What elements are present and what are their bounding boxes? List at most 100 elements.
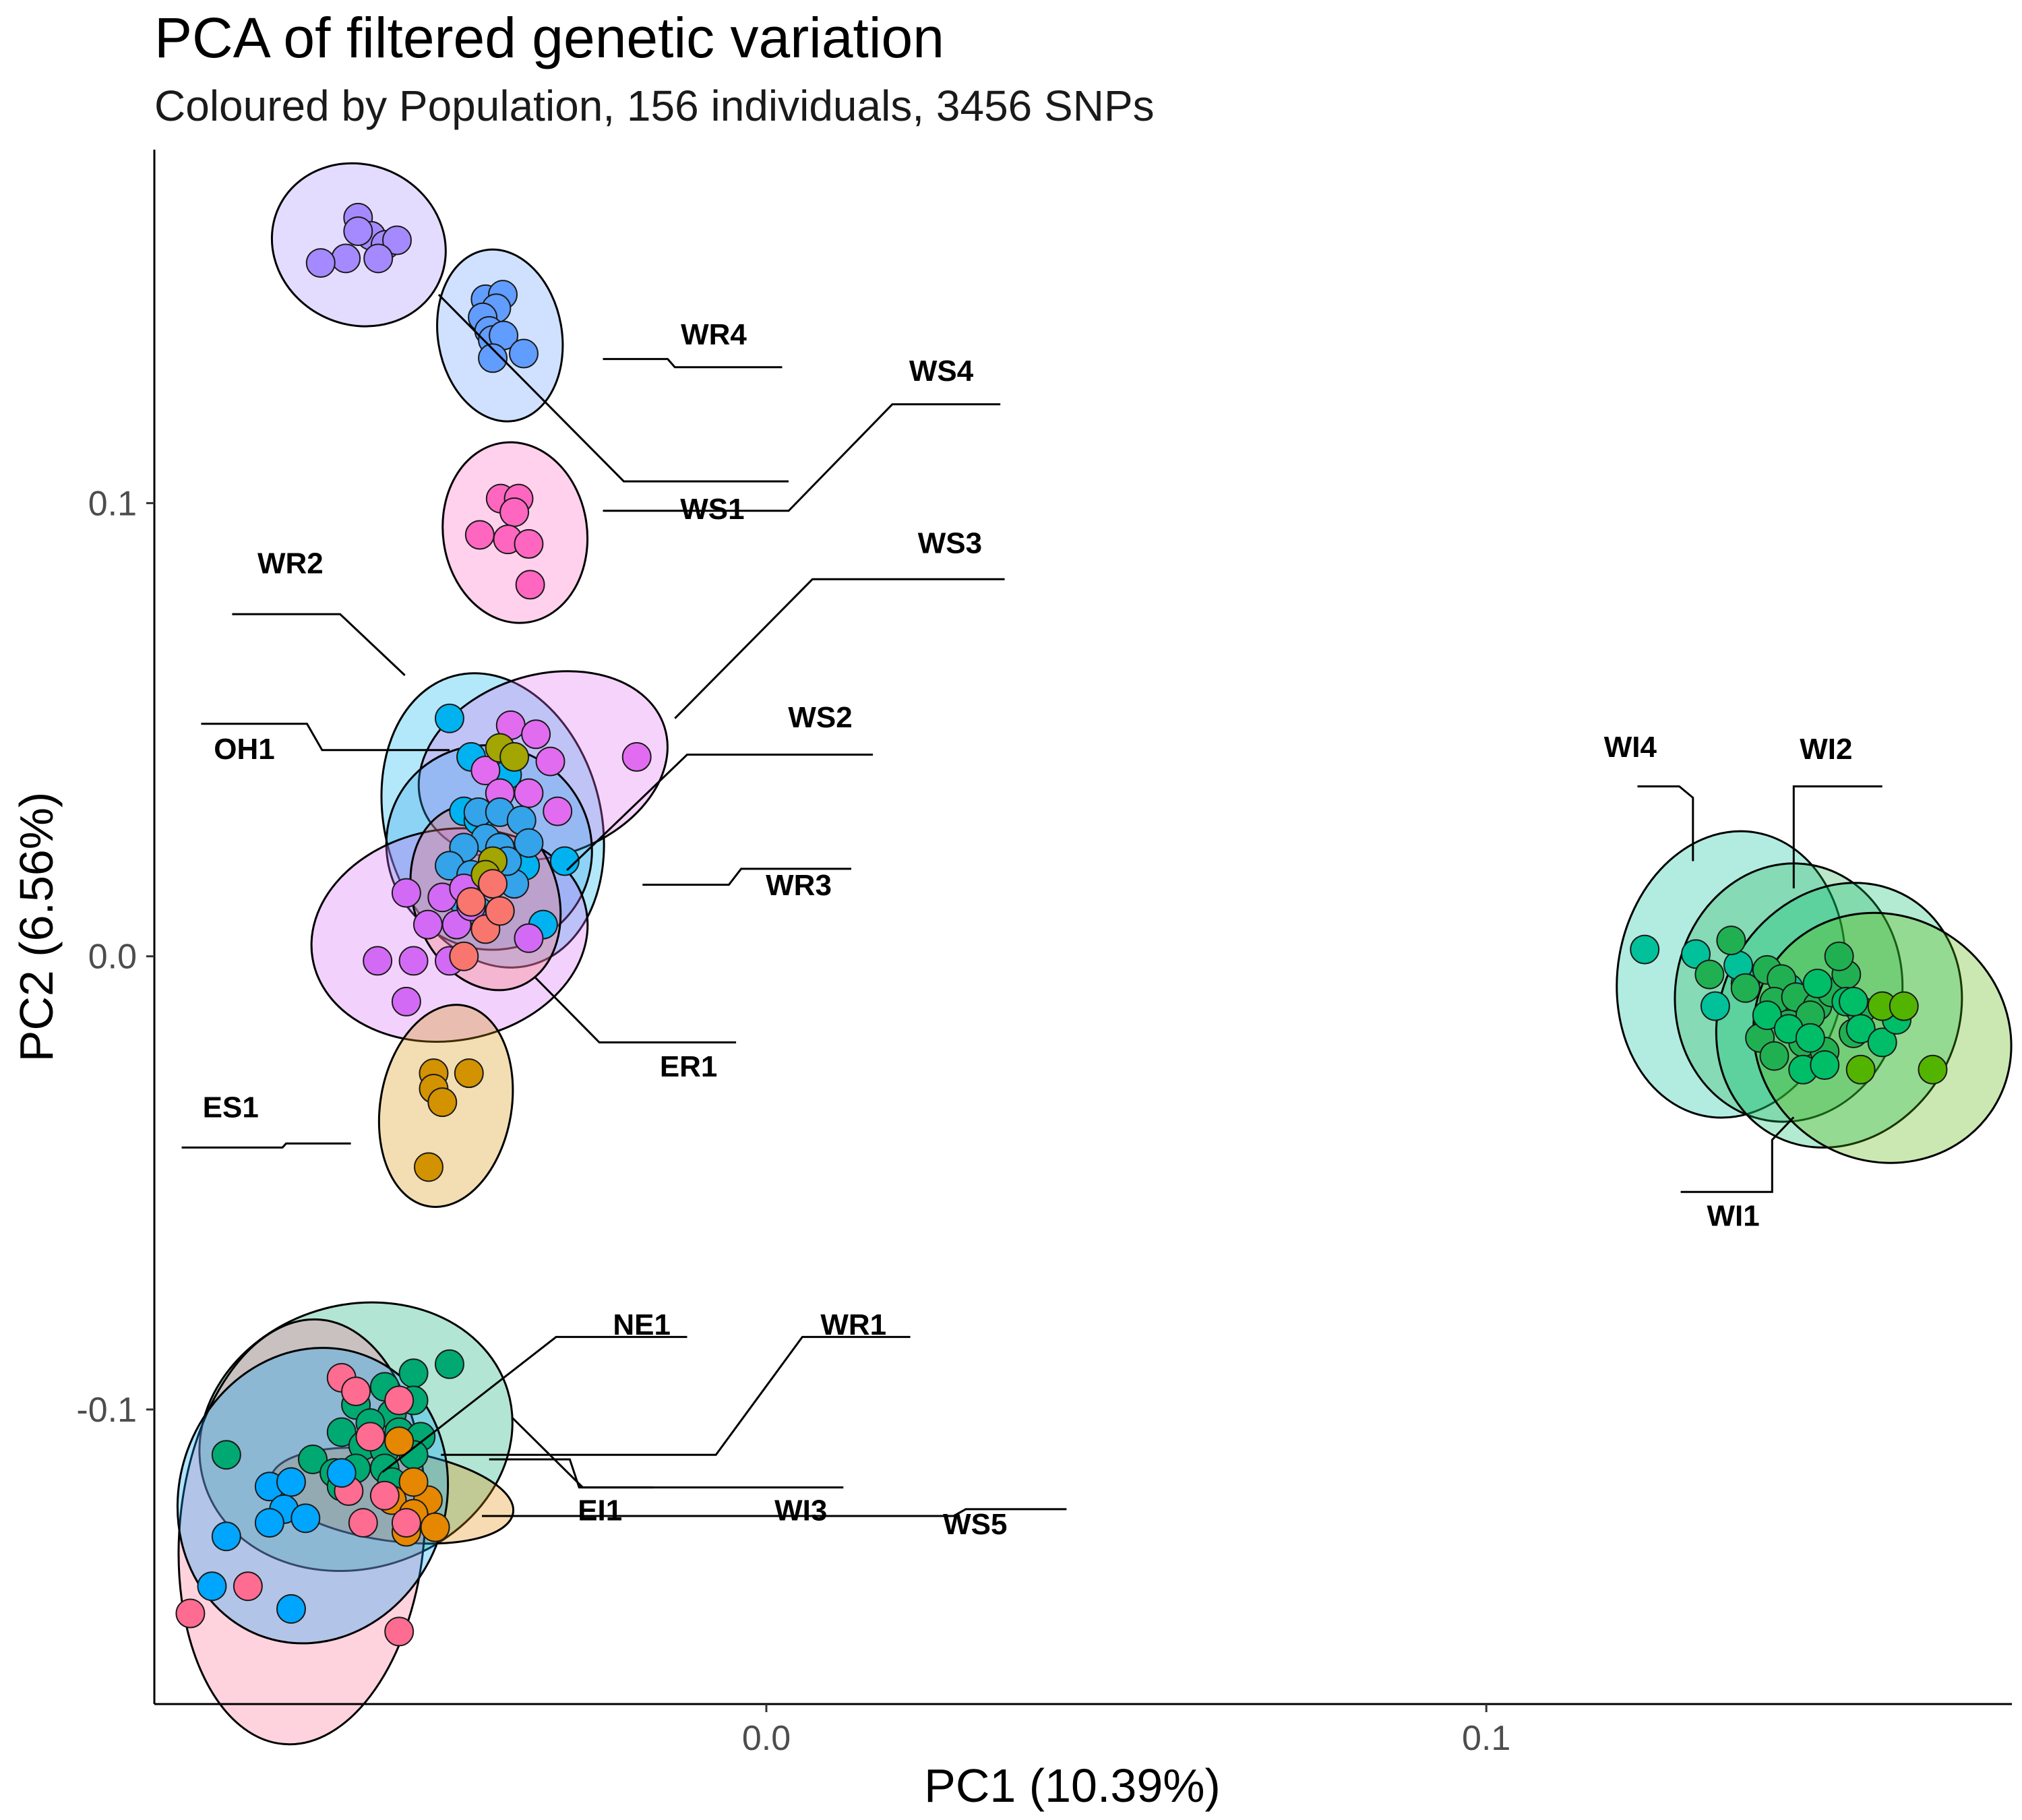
label-ws5: WS5 [943, 1508, 1007, 1541]
connector-er1 [533, 975, 737, 1043]
label-wr1: WR1 [820, 1308, 886, 1341]
label-ws1: WS1 [680, 493, 744, 526]
point-er1-4 [478, 869, 508, 899]
point-ws3-5 [514, 778, 544, 808]
point-ws2-14 [514, 828, 544, 858]
point-wr4-8 [478, 343, 508, 373]
point-wr3-7 [398, 946, 429, 976]
label-es1: ES1 [203, 1091, 259, 1124]
label-wr2: WR2 [257, 547, 324, 580]
label-wr3: WR3 [766, 869, 832, 902]
point-ws3-6 [543, 796, 573, 826]
point-wr1-8 [326, 1458, 357, 1488]
chart-title: PCA of filtered genetic variation [154, 6, 944, 69]
point-ws4-8 [305, 248, 336, 278]
point-wr3-10 [514, 923, 544, 953]
point-es1-4 [454, 1058, 484, 1089]
point-wi2-1 [1716, 926, 1746, 956]
point-wi1-7 [1867, 1027, 1897, 1058]
connector-es1 [181, 1142, 351, 1149]
connector-ne1 [381, 1335, 687, 1473]
point-ws1-6 [514, 528, 544, 559]
point-wi1-11 [1838, 986, 1868, 1017]
connector-wr4 [603, 358, 783, 369]
point-wi4-1 [1630, 934, 1660, 965]
connector-wr1 [441, 1335, 911, 1456]
point-wi3-2 [1918, 1054, 1948, 1085]
x-tick-label: 0.0 [742, 1719, 791, 1758]
point-wr1-5 [254, 1508, 284, 1538]
point-wi4-2 [1681, 939, 1711, 969]
label-wi4: WI4 [1604, 731, 1657, 764]
point-ws5-7 [348, 1508, 378, 1538]
point-ne1-3 [434, 1349, 464, 1379]
point-wi2-12 [1824, 941, 1854, 971]
point-ei1-7 [384, 1426, 415, 1457]
label-layer: WR4 WS4 WS1 WS3 WR2 WS2 OH1 WR3 ER1 ES1 WI4 WI2 WI1 N… [203, 318, 1853, 1541]
point-wi3-4 [1889, 991, 1919, 1021]
label-ei1: EI1 [578, 1494, 622, 1527]
point-ws3-7 [470, 756, 501, 786]
connector-wr3 [642, 868, 851, 886]
connector-wi3 [489, 1458, 844, 1489]
label-wr4: WR4 [681, 318, 747, 351]
point-ws1-3 [499, 497, 530, 527]
y-axis-title: PC2 (6.56%) [10, 792, 63, 1062]
point-wi1-3 [1795, 1023, 1825, 1053]
label-ws3: WS3 [918, 526, 982, 559]
point-es1-5 [413, 1152, 443, 1182]
point-wr2-1 [434, 703, 464, 733]
point-er1-5 [485, 896, 515, 926]
point-ws3-4 [621, 741, 652, 772]
point-ws5-9 [233, 1571, 263, 1602]
point-ws5-4 [355, 1422, 386, 1452]
connector-oh1 [201, 723, 450, 752]
point-wi3-1 [1845, 1054, 1876, 1085]
point-er1-1 [456, 887, 487, 917]
point-wi4-3 [1700, 991, 1730, 1021]
label-wi2: WI2 [1800, 733, 1852, 766]
connector-wr2 [232, 613, 406, 676]
point-wr1-7 [197, 1571, 227, 1602]
x-tick-label: 0.1 [1462, 1719, 1510, 1758]
point-ws4-4 [381, 225, 412, 255]
connector-ws2 [566, 754, 874, 872]
label-ne1: NE1 [613, 1308, 671, 1341]
point-oh1-2 [499, 741, 530, 772]
point-wr3-9 [391, 986, 421, 1017]
point-wr1-6 [211, 1521, 241, 1552]
point-ws4-7 [331, 243, 361, 274]
connector-wi4 [1637, 785, 1694, 861]
point-ws5-11 [175, 1598, 206, 1629]
point-wr2-6 [549, 846, 580, 876]
point-wi1-10 [1810, 1050, 1840, 1081]
connector-ei1 [511, 1417, 654, 1489]
point-ws1-7 [515, 570, 545, 600]
point-ei1-5 [420, 1512, 450, 1542]
point-ws3-3 [535, 746, 565, 777]
point-wr1-4 [290, 1503, 321, 1534]
label-wi3: WI3 [774, 1494, 827, 1527]
point-ws5-8 [391, 1508, 421, 1538]
point-ne1-15 [298, 1444, 328, 1474]
label-ws2: WS2 [788, 701, 852, 734]
axis-layer [153, 150, 2012, 1705]
point-ne1-18 [211, 1440, 241, 1470]
x-axis-title: PC1 (10.39%) [924, 1759, 1221, 1812]
y-tick-label: -0.1 [76, 1391, 137, 1430]
connector-ws3 [674, 578, 1005, 719]
label-oh1: OH1 [214, 733, 274, 766]
label-wi1: WI1 [1707, 1200, 1759, 1233]
connector-wi1 [1680, 1116, 1795, 1193]
point-wr3-6 [363, 946, 393, 976]
point-wi1-4 [1802, 969, 1833, 999]
point-es1-3 [427, 1087, 458, 1118]
point-ws1-4 [464, 520, 495, 550]
chart-subtitle: Coloured by Population, 156 individuals,… [154, 82, 1155, 130]
point-ws4-6 [363, 243, 394, 274]
point-wi1-6 [1845, 1014, 1876, 1044]
point-wr1-9 [276, 1594, 306, 1624]
point-ws5-6 [369, 1480, 400, 1511]
y-tick-label: 0.0 [88, 938, 137, 977]
